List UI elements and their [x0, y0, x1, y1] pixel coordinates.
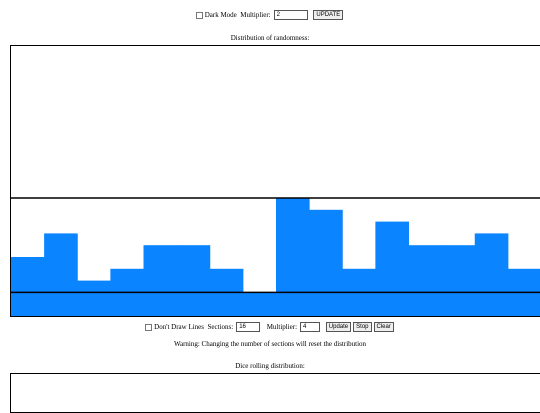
bar [441, 245, 476, 316]
distribution-title: Distribution of randomness: [230, 34, 310, 42]
controls: Don't Draw Lines Sections: 16 Multiplier:… [0, 322, 540, 333]
warning: Warning: Changing the number of sections… [173, 340, 367, 348]
bar [408, 245, 443, 316]
bar [176, 245, 211, 316]
label: Don't Draw Lines [154, 323, 205, 331]
label: Sections: [207, 323, 234, 331]
clear-button[interactable]: Clear [373, 322, 394, 333]
label: Multiplier: [240, 11, 271, 19]
dont-draw-lines-checkbox[interactable] [145, 323, 153, 331]
label: Dark Mode [204, 11, 237, 19]
top-controls: Dark Mode Multiplier: 2 UPDATE [0, 10, 540, 21]
dice-title: Dice rolling distribution: [235, 362, 305, 370]
distribution-canvas [10, 45, 540, 317]
update-button[interactable]: Update [325, 322, 352, 333]
bar [375, 221, 409, 316]
bar [242, 292, 277, 316]
bar [474, 233, 509, 316]
label: Multiplier: [266, 323, 298, 331]
bar [276, 198, 310, 316]
dark-mode-checkbox[interactable] [195, 11, 203, 19]
distribution-plot [11, 197, 540, 316]
sections-input[interactable]: 16 [236, 322, 261, 333]
multiplier-input[interactable]: 2 [273, 10, 308, 21]
stop-button[interactable]: Stop [353, 322, 372, 333]
update-button[interactable]: UPDATE [313, 10, 344, 21]
bar [11, 257, 45, 316]
multiplier-input[interactable]: 4 [300, 322, 321, 333]
bar [44, 233, 78, 316]
bar [143, 245, 178, 316]
dice-canvas [10, 373, 540, 413]
bar [77, 280, 111, 316]
bar [309, 209, 343, 316]
